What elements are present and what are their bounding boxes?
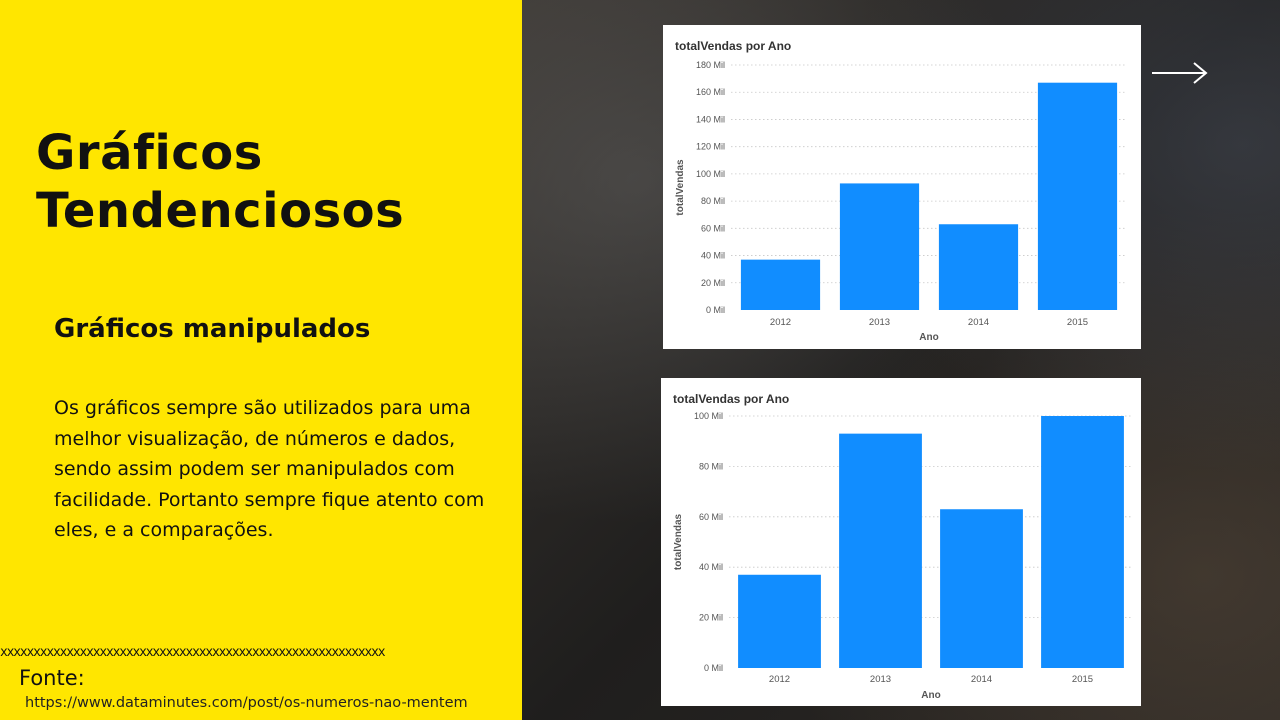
bar-chart-1: totalVendas por Ano 0 Mil 20 Mil 40 Mil 60 … — [663, 25, 1141, 349]
chart-2-bar-2015 — [1041, 416, 1124, 668]
chart-1-bar-2014 — [939, 224, 1018, 310]
chart-2-ytick-label: 40 Mil — [699, 562, 723, 572]
slide-body-text: Os gráficos sempre são utilizados para u… — [54, 393, 494, 546]
chart-1-category-label: 2014 — [968, 317, 989, 328]
chart-2-ytick-label: 0 Mil — [704, 663, 723, 673]
chart-2-ytick-label: 20 Mil — [699, 613, 723, 623]
chart-2-category-label: 2012 — [769, 674, 790, 685]
chart-1-ytick-label: 160 Mil — [696, 87, 725, 97]
chart-1-y-axis-label: totalVendas — [675, 159, 686, 216]
chart-1-category-label: 2013 — [869, 317, 890, 328]
title-line-1: Gráficos — [36, 125, 263, 181]
slide-title: Gráficos Tendenciosos — [36, 124, 404, 240]
separator-line: xxxxxxxxxxxxxxxxxxxxxxxxxxxxxxxxxxxxxxxx… — [0, 645, 522, 661]
chart-1-svg: 0 Mil 20 Mil 40 Mil 60 Mil 80 Mil 100 Mil 120 … — [663, 25, 1141, 349]
chart-1-ytick-label: 60 Mil — [701, 223, 725, 233]
title-line-2: Tendenciosos — [36, 183, 404, 239]
chart-1-ytick-label: 180 Mil — [696, 60, 725, 70]
chart-1-category-label: 2012 — [770, 317, 791, 328]
chart-1-bar-2012 — [741, 260, 820, 310]
bar-chart-2: totalVendas por Ano 0 Mil 20 Mil 40 Mil 60 … — [661, 378, 1141, 706]
chart-2-ytick-label: 80 Mil — [699, 461, 723, 471]
chart-1-x-axis-label: Ano — [919, 332, 938, 343]
chart-1-ytick-label: 120 Mil — [696, 142, 725, 152]
arrow-right-icon[interactable] — [1150, 58, 1210, 88]
source-label: Fonte: — [19, 666, 85, 690]
chart-2-bar-2014 — [940, 509, 1023, 668]
chart-1-ytick-label: 80 Mil — [701, 196, 725, 206]
chart-2-ytick-label: 60 Mil — [699, 512, 723, 522]
chart-2-bar-2013 — [839, 434, 922, 668]
chart-1-ytick-label: 140 Mil — [696, 114, 725, 124]
chart-2-svg: 0 Mil 20 Mil 40 Mil 60 Mil 80 Mil 100 Mil 2012… — [661, 378, 1141, 706]
chart-1-category-label: 2015 — [1067, 317, 1088, 328]
chart-1-ytick-label: 0 Mil — [706, 305, 725, 315]
chart-2-ytick-label: 100 Mil — [694, 411, 723, 421]
chart-2-y-axis-label: totalVendas — [673, 514, 684, 571]
chart-1-ytick-label: 20 Mil — [701, 278, 725, 288]
left-panel: Gráficos Tendenciosos Gráficos manipulado… — [0, 0, 522, 720]
slide-subtitle: Gráficos manipulados — [54, 314, 370, 344]
chart-1-bar-2013 — [840, 183, 919, 310]
chart-2-x-axis-label: Ano — [921, 690, 940, 701]
chart-2-category-label: 2013 — [870, 674, 891, 685]
chart-2-bar-2012 — [738, 575, 821, 668]
chart-2-category-label: 2015 — [1072, 674, 1093, 685]
chart-1-ytick-label: 40 Mil — [701, 251, 725, 261]
chart-2-category-label: 2014 — [971, 674, 992, 685]
source-url[interactable]: https://www.dataminutes.com/post/os-nume… — [25, 695, 468, 711]
chart-1-bar-2015 — [1038, 83, 1117, 310]
chart-1-ytick-label: 100 Mil — [696, 169, 725, 179]
